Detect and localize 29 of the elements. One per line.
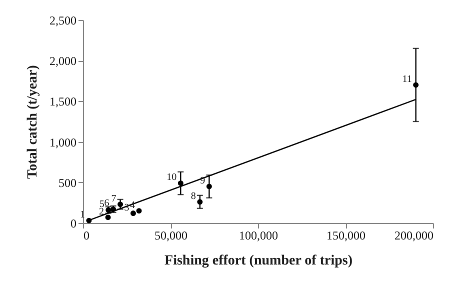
x-tick-label: 150,000 <box>326 228 366 242</box>
x-tick-label: 200,000 <box>394 228 434 242</box>
point <box>136 208 142 214</box>
y-tick-label: 1,500 <box>50 94 76 109</box>
y-tick-label: 2,000 <box>50 54 76 68</box>
annotation: 1 <box>80 210 85 221</box>
annotation: 10 <box>166 172 177 184</box>
point <box>413 82 419 88</box>
y-tick-label: 0 <box>70 216 76 230</box>
x-tick-label: 0 <box>84 228 90 242</box>
point <box>118 202 124 208</box>
annotation: 7 <box>111 193 116 204</box>
point <box>105 214 111 220</box>
annotation: 2 <box>99 206 104 218</box>
annotation: 11 <box>402 74 412 85</box>
x-tick-label: 100,000 <box>239 228 278 242</box>
point <box>178 180 184 186</box>
point <box>197 199 203 205</box>
annotation: 9 <box>200 175 206 186</box>
y-tick-label: 500 <box>58 176 76 190</box>
x-tick-label: 50,000 <box>154 228 188 242</box>
annotation: 6 <box>104 198 110 210</box>
point <box>206 184 212 190</box>
y-tick-label: 1,000 <box>50 135 76 150</box>
annotation: 8 <box>190 190 196 202</box>
y-tick-label: 2,500 <box>50 14 76 28</box>
x-axis-title: Fishing effort (number of trips) <box>164 254 353 268</box>
y-axis-title: Total catch (t/year) <box>26 64 40 179</box>
point <box>130 210 136 216</box>
